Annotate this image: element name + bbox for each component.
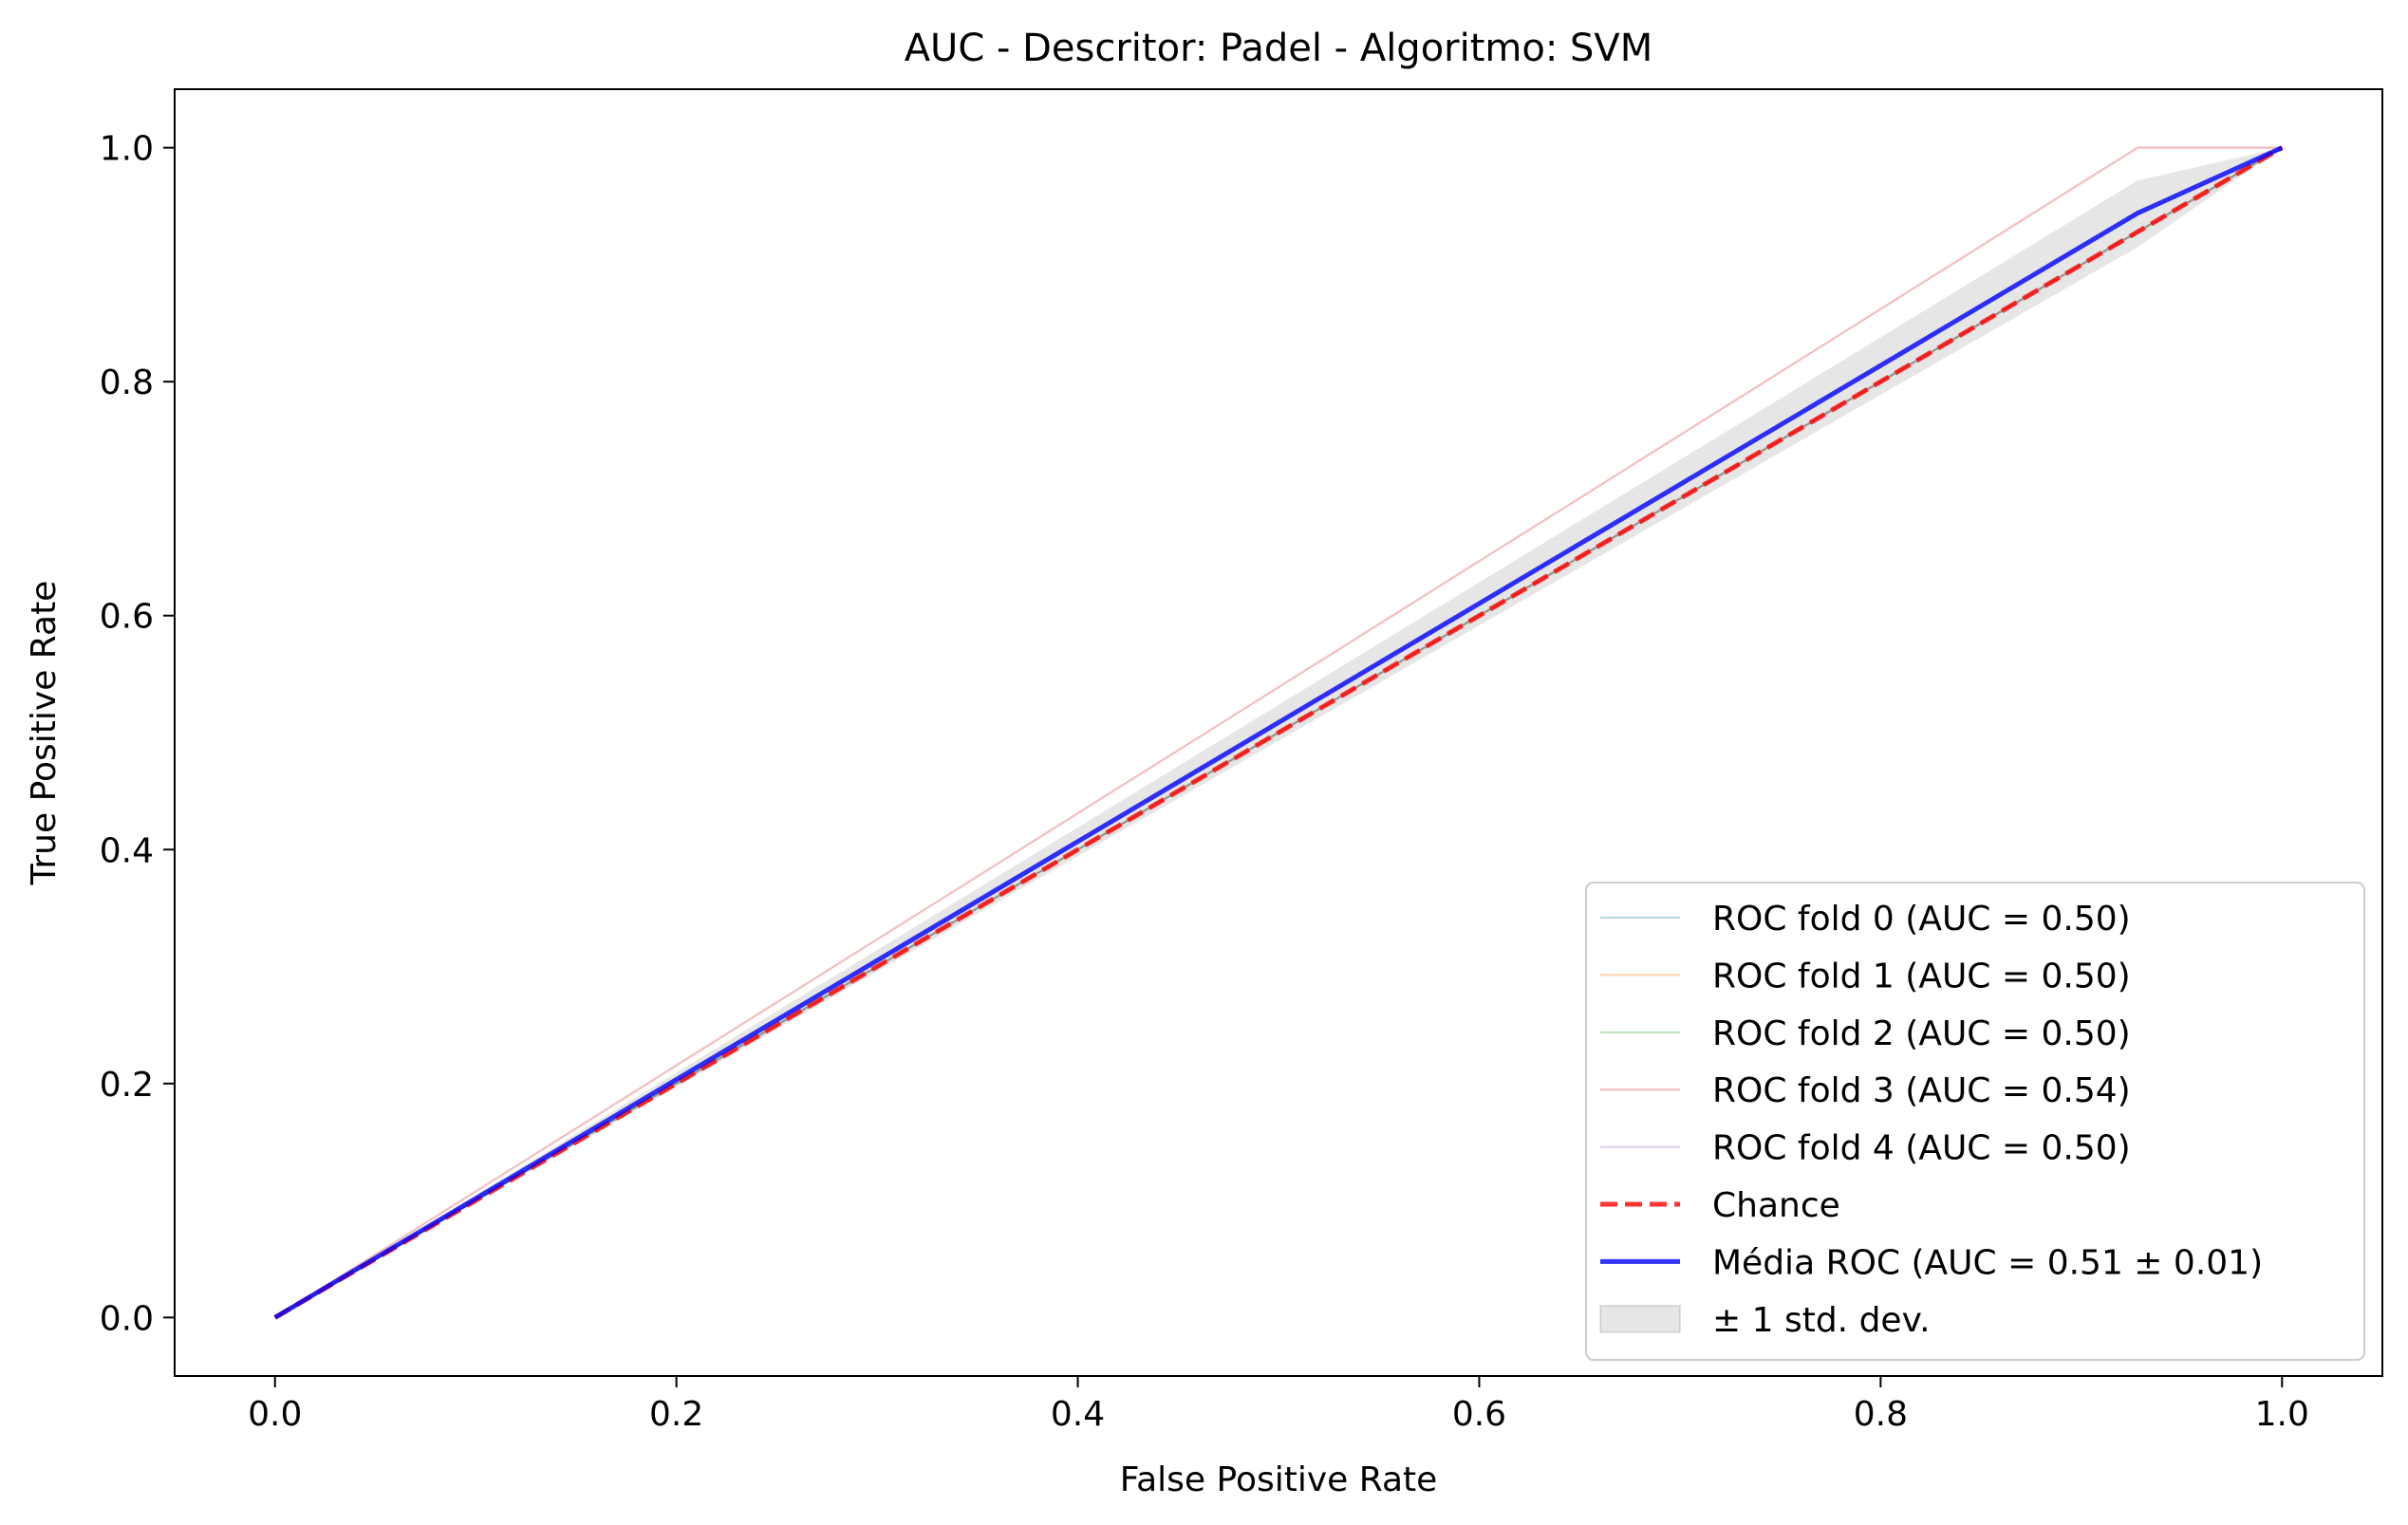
y-tick-label: 1.0 — [100, 130, 154, 169]
x-tick-label: 0.0 — [248, 1395, 302, 1434]
legend-label-2: ROC fold 2 (AUC = 0.50) — [1712, 1014, 2131, 1053]
plot-area — [273, 145, 2284, 1320]
x-tick-label: 0.8 — [1854, 1395, 1908, 1434]
x-tick-label: 0.2 — [649, 1395, 703, 1434]
chart-title: AUC - Descritor: Padel - Algoritmo: SVM — [905, 27, 1653, 70]
y-tick-label: 0.2 — [100, 1066, 154, 1105]
series-line-5 — [273, 145, 2284, 1320]
y-axis-ticks: 0.0 0.2 0.4 0.6 0.8 1.0 — [100, 130, 175, 1338]
legend-box — [1585, 882, 2365, 1361]
series-layer — [273, 145, 2284, 1320]
y-tick-label: 0.6 — [100, 598, 154, 637]
legend-label-0: ROC fold 0 (AUC = 0.50) — [1712, 900, 2131, 939]
axes-frame — [174, 88, 2383, 1377]
x-axis-label: False Positive Rate — [1120, 1460, 1438, 1499]
legend-label-1: ROC fold 1 (AUC = 0.50) — [1712, 957, 2131, 995]
legend: ROC fold 0 (AUC = 0.50) ROC fold 1 (AUC =… — [1585, 882, 2365, 1361]
legend-label-3: ROC fold 3 (AUC = 0.54) — [1712, 1071, 2131, 1110]
y-tick-label: 0.8 — [100, 363, 154, 402]
y-tick-label: 0.4 — [100, 831, 154, 870]
legend-swatch-band — [1599, 1305, 1681, 1333]
legend-items: ROC fold 0 (AUC = 0.50) ROC fold 1 (AUC =… — [1599, 900, 2263, 1340]
y-axis-label: True Positive Rate — [25, 581, 64, 886]
x-tick-label: 0.4 — [1051, 1395, 1105, 1434]
legend-label-7: ± 1 std. dev. — [1712, 1301, 1931, 1340]
x-axis-ticks: 0.0 0.2 0.4 0.6 0.8 1.0 — [248, 1376, 2309, 1434]
legend-label-4: ROC fold 4 (AUC = 0.50) — [1712, 1129, 2131, 1168]
series-line-6 — [273, 145, 2284, 1320]
x-tick-label: 0.6 — [1452, 1395, 1506, 1434]
x-tick-label: 1.0 — [2255, 1395, 2309, 1434]
y-tick-label: 0.0 — [100, 1299, 154, 1338]
series-line-3 — [274, 146, 2283, 1319]
legend-label-5: Chance — [1712, 1186, 1840, 1225]
legend-label-6: Média ROC (AUC = 0.51 ± 0.01) — [1712, 1243, 2263, 1282]
